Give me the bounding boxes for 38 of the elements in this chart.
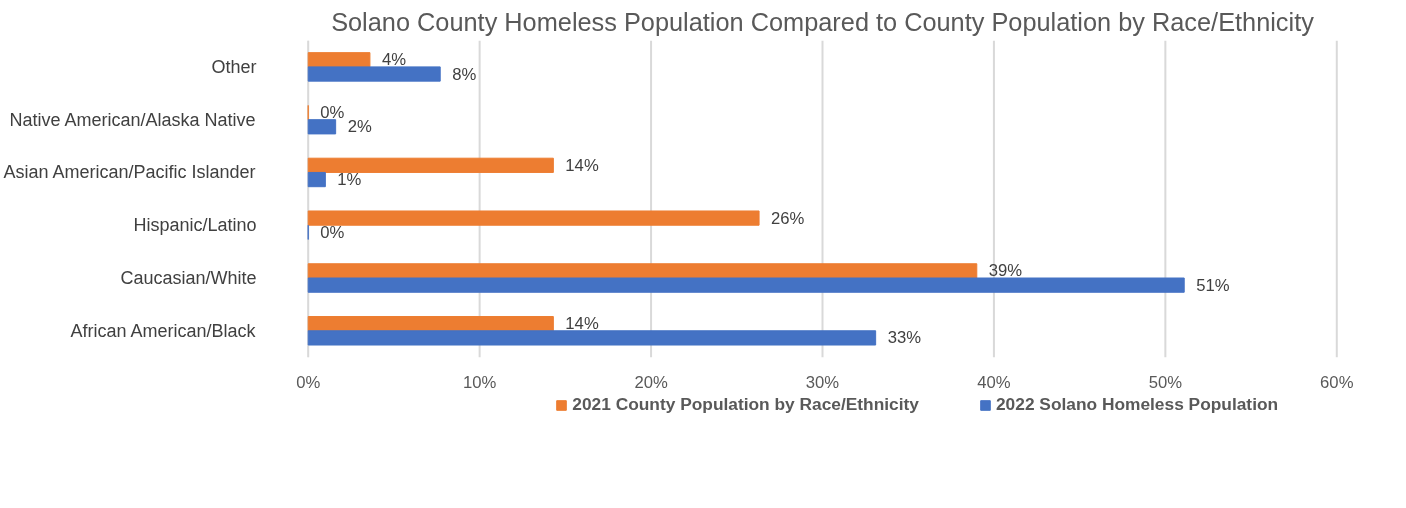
legend-label: 2021 County Population by Race/Ethnicity	[572, 394, 919, 415]
y-tick-label: Asian American/Pacific Islander	[3, 162, 256, 183]
data-label: 8%	[452, 64, 477, 84]
data-label: 0%	[320, 103, 345, 123]
bar	[307, 210, 760, 226]
bar	[307, 263, 978, 279]
chart-title: Solano County Homeless Population Compared to County Population by Race/Ethnicity	[331, 7, 1315, 36]
x-tick-label: 20%	[634, 373, 668, 393]
y-tick-label: Caucasian/White	[120, 268, 257, 288]
data-label: 0%	[320, 222, 345, 242]
x-tick-label: 60%	[1320, 373, 1354, 393]
bar	[307, 119, 337, 135]
bar	[307, 157, 554, 173]
data-label: 33%	[887, 328, 922, 348]
y-tick-label: Native American/Alaska Native	[9, 109, 256, 130]
x-tick-label: 0%	[296, 373, 321, 393]
data-label: 1%	[337, 170, 362, 190]
y-tick-label: African American/Black	[70, 320, 257, 341]
y-tick-label: Hispanic/Latino	[133, 215, 257, 236]
x-tick-label: 10%	[462, 373, 497, 393]
x-tick-label: 30%	[805, 373, 840, 393]
bar	[307, 52, 371, 68]
legend-label: 2022 Solano Homeless Population	[995, 394, 1279, 415]
bar	[307, 66, 441, 82]
bar	[307, 330, 877, 346]
bar	[307, 277, 1185, 293]
data-label: 14%	[565, 155, 599, 175]
data-label: 14%	[565, 314, 599, 334]
x-tick-label: 40%	[977, 373, 1011, 393]
y-tick-label: Other	[211, 56, 257, 77]
bar	[307, 316, 554, 332]
data-label: 26%	[771, 208, 805, 228]
x-tick-label: 50%	[1148, 373, 1183, 393]
data-label: 39%	[988, 261, 1023, 281]
bar	[307, 171, 326, 188]
data-label: 51%	[1196, 275, 1230, 295]
data-label: 2%	[347, 117, 372, 137]
data-label: 4%	[381, 50, 407, 70]
